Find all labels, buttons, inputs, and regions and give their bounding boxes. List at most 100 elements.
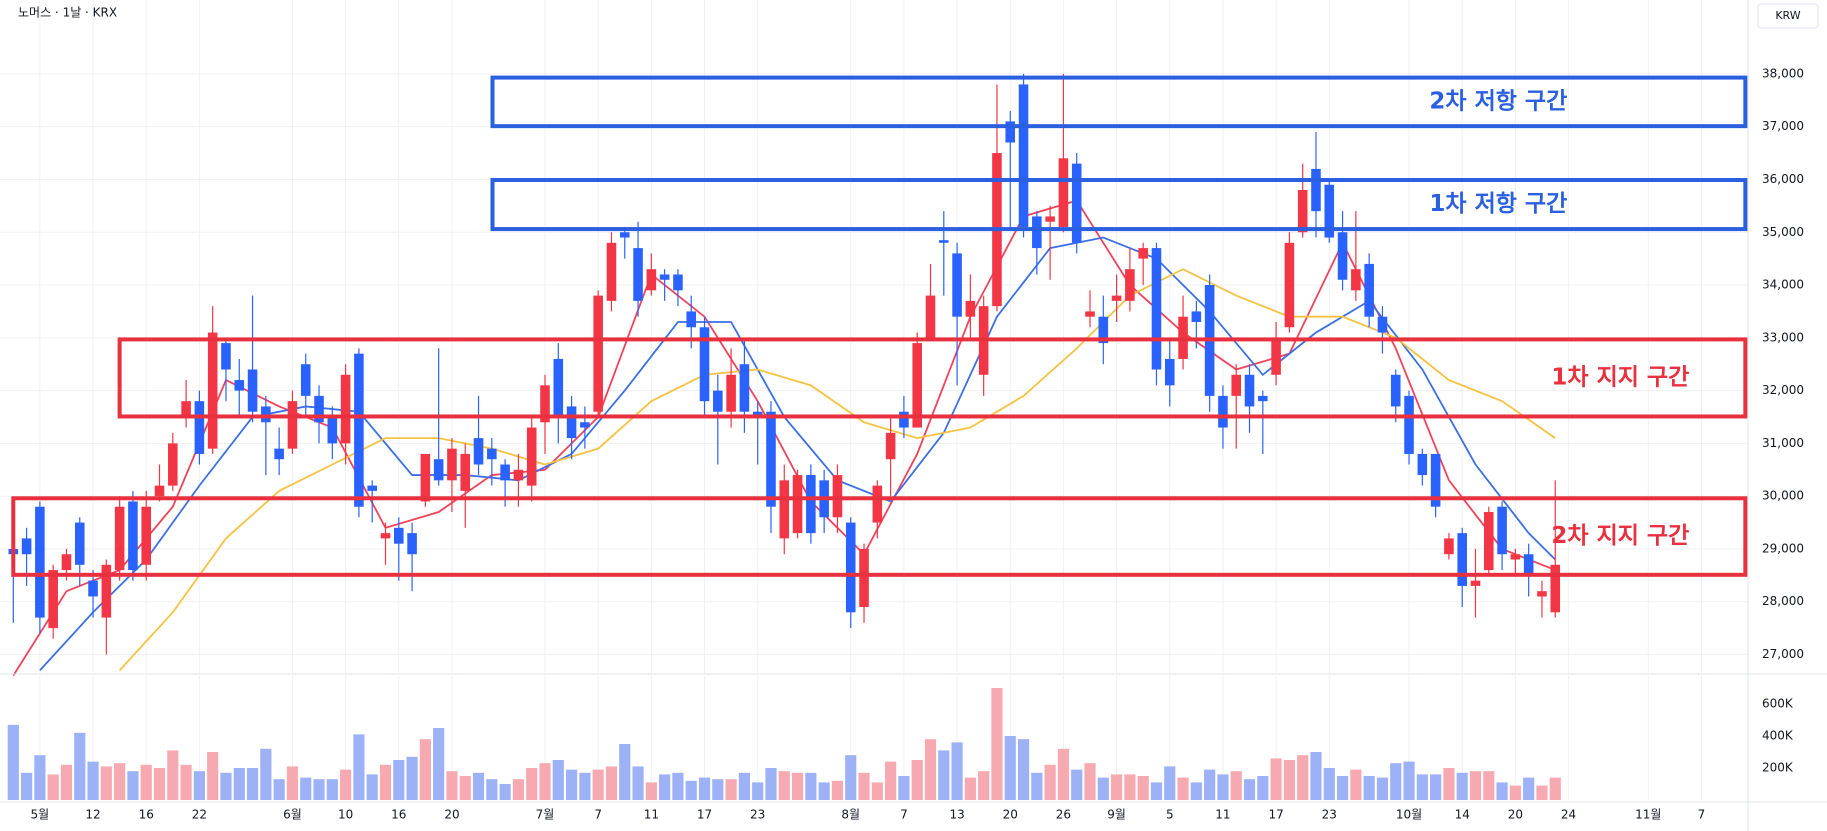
candle-body bbox=[726, 374, 736, 412]
x-tick-label: 5 bbox=[1166, 808, 1174, 822]
y-tick-label: 27,000 bbox=[1762, 647, 1804, 661]
volume-bar bbox=[433, 728, 445, 800]
volume-bar bbox=[233, 768, 245, 800]
candle-body bbox=[513, 469, 524, 481]
candle-body bbox=[1058, 158, 1069, 227]
volume-bar bbox=[1390, 763, 1402, 800]
volume-bar bbox=[1297, 755, 1309, 800]
candle-body bbox=[114, 506, 125, 571]
volume-bar bbox=[659, 774, 671, 800]
x-tick-label: 20 bbox=[444, 808, 459, 822]
x-tick-label: 22 bbox=[192, 808, 207, 822]
volume-bar bbox=[672, 772, 684, 800]
candle-body bbox=[1337, 232, 1348, 280]
volume-bar bbox=[406, 756, 418, 800]
candle-body bbox=[141, 506, 152, 565]
x-tick-label: 11 bbox=[644, 808, 659, 822]
candle-body bbox=[460, 453, 471, 491]
candle-body bbox=[300, 364, 311, 396]
candle-body bbox=[779, 480, 790, 539]
candle-body bbox=[1417, 453, 1428, 476]
x-tick-label: 26 bbox=[1056, 808, 1071, 822]
candle-body bbox=[221, 343, 231, 370]
volume-bar bbox=[1243, 779, 1256, 800]
candle-body bbox=[1297, 190, 1308, 233]
candle-body bbox=[633, 248, 643, 301]
currency-label[interactable]: KRW bbox=[1775, 9, 1800, 22]
candle-body bbox=[1071, 163, 1082, 243]
volume-bar bbox=[605, 766, 618, 800]
volume-bar bbox=[1469, 771, 1482, 800]
volume-bar bbox=[326, 779, 338, 800]
candle-body bbox=[207, 332, 218, 449]
candle-body bbox=[1191, 311, 1202, 322]
candle-body bbox=[1218, 395, 1228, 428]
candle-body bbox=[713, 390, 723, 412]
candle-body bbox=[327, 416, 338, 444]
volume-bar bbox=[552, 760, 564, 800]
candle-body bbox=[1364, 263, 1374, 317]
candle-body bbox=[1151, 248, 1162, 370]
y-tick-label: 29,000 bbox=[1762, 541, 1804, 555]
volume-bar bbox=[632, 766, 644, 800]
candle-body bbox=[806, 475, 816, 534]
currency-box[interactable] bbox=[1757, 3, 1819, 29]
volume-bar bbox=[260, 748, 272, 800]
candle-body bbox=[792, 475, 803, 534]
volume-bar bbox=[712, 779, 724, 800]
volume-bar bbox=[1017, 739, 1030, 800]
volume-bar bbox=[1124, 774, 1136, 800]
y-tick-label: 30,000 bbox=[1762, 489, 1804, 503]
volume-bar bbox=[818, 782, 830, 800]
candle-body bbox=[1523, 554, 1534, 576]
volume-bar bbox=[34, 755, 46, 800]
volume-bar bbox=[486, 779, 498, 800]
x-tick-label: 20 bbox=[1508, 808, 1523, 822]
volume-bar bbox=[1137, 776, 1149, 800]
volume-bar bbox=[353, 734, 365, 800]
volume-bar bbox=[845, 755, 857, 800]
x-tick-label: 9월 bbox=[1107, 808, 1126, 822]
candle-body bbox=[234, 380, 245, 391]
volume-bar bbox=[1111, 774, 1123, 800]
volume-bar bbox=[885, 761, 897, 800]
volume-bar bbox=[1097, 777, 1109, 800]
volume-bar bbox=[153, 768, 166, 800]
x-tick-label: 11월 bbox=[1635, 808, 1661, 822]
volume-bar bbox=[791, 772, 804, 800]
volume-bar bbox=[1483, 771, 1495, 800]
candle-body bbox=[872, 485, 883, 523]
volume-bar bbox=[340, 769, 352, 800]
x-tick-label: 16 bbox=[391, 808, 406, 822]
candle-body bbox=[925, 295, 936, 338]
candle-body bbox=[487, 448, 497, 460]
volume-bar bbox=[7, 724, 19, 800]
zone-label: 2차 저항 구간 bbox=[1429, 88, 1567, 114]
volume-bar bbox=[167, 750, 179, 800]
volume-bar bbox=[1496, 782, 1508, 800]
volume-bar bbox=[911, 760, 923, 800]
volume-bar bbox=[526, 768, 538, 800]
volume-bar bbox=[898, 776, 910, 800]
candle-body bbox=[1457, 533, 1467, 586]
zone-label: 1차 저항 구간 bbox=[1429, 191, 1567, 217]
x-tick-label: 7 bbox=[594, 808, 602, 822]
candle-body bbox=[1470, 580, 1481, 586]
volume-bar bbox=[499, 784, 511, 800]
candle-body bbox=[61, 554, 72, 571]
volume-bar bbox=[207, 752, 219, 800]
candle-body bbox=[752, 411, 763, 417]
volume-bar bbox=[871, 782, 883, 800]
candle-body bbox=[619, 232, 630, 238]
volume-bar bbox=[1536, 785, 1548, 800]
volume-bar bbox=[858, 772, 870, 800]
chart-title: 노머스 · 1날 · KRX bbox=[18, 6, 117, 20]
volume-bar bbox=[1323, 768, 1335, 800]
candle-body bbox=[1311, 168, 1321, 212]
volume-bar bbox=[1164, 766, 1176, 800]
candle-body bbox=[393, 527, 404, 544]
x-tick-label: 8월 bbox=[841, 808, 860, 822]
candle-body bbox=[526, 427, 537, 486]
candle-body bbox=[1484, 512, 1494, 571]
volume-bar bbox=[924, 739, 937, 800]
